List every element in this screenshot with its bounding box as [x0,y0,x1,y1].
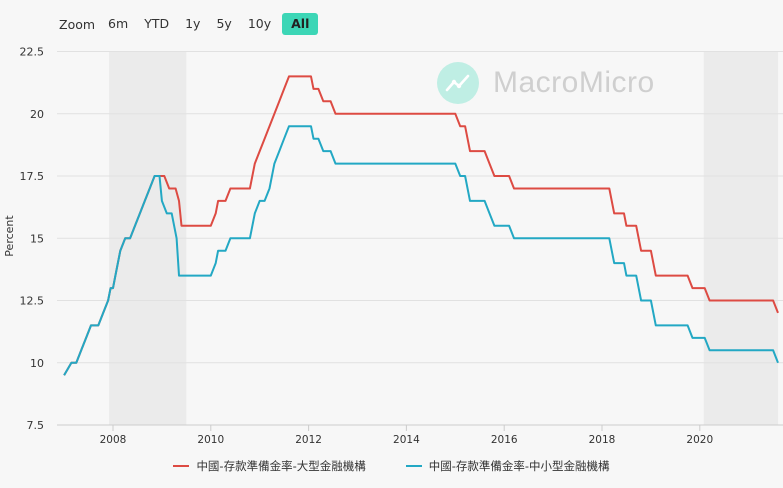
x-tick-label: 2008 [100,434,127,446]
legend-swatch-small-banks [405,465,422,467]
y-tick-label: 15 [30,232,44,245]
legend: 中國-存款準備金率-大型金融機構 中國-存款準備金率-中小型金融機構 [0,458,783,474]
y-tick-label: 20 [30,108,44,121]
zoom-6m-button[interactable]: 6m [108,16,129,31]
y-tick-label: 17.5 [20,170,45,183]
x-tick-label: 2014 [393,434,420,446]
y-tick-label: 12.5 [20,295,45,308]
x-tick-label: 2018 [589,434,616,446]
legend-item-small-banks[interactable]: 中國-存款準備金率-中小型金融機構 [405,458,610,474]
zoom-ytd-button[interactable]: YTD [144,16,170,31]
trend-chart-icon [437,62,479,104]
y-axis-ticks: 7.5 10 12.5 15 17.5 20 22.5 [20,46,45,433]
zoom-1y-button[interactable]: 1y [185,16,201,31]
y-tick-label: 22.5 [20,46,45,59]
legend-label-small-banks: 中國-存款準備金率-中小型金融機構 [428,459,610,473]
x-tick-label: 2010 [197,434,224,446]
series-line-small-banks[interactable] [63,125,779,376]
y-tick-label: 7.5 [27,419,45,432]
x-tick-label: 2020 [686,434,713,446]
x-tick-label: 2012 [295,434,322,446]
watermark-text: MacroMicro [493,66,655,99]
y-axis-label: Percent [3,215,16,257]
legend-swatch-large-banks [173,465,190,467]
y-tick-label: 10 [30,357,44,370]
x-tick-label: 2016 [491,434,518,446]
series-lines [63,75,779,376]
zoom-label: Zoom [59,16,96,32]
zoom-10y-button[interactable]: 10y [247,16,272,31]
zoom-all-button[interactable]: All [282,13,319,35]
x-axis-ticks: 2008 2010 2012 2014 2016 2018 2020 [100,425,713,446]
legend-item-large-banks[interactable]: 中國-存款準備金率-大型金融機構 [173,458,366,474]
zoom-toolbar: Zoom 6m YTD 1y 5y 10y All [0,12,324,36]
legend-label-large-banks: 中國-存款準備金率-大型金融機構 [196,459,366,473]
grid-lines [57,51,783,426]
watermark: MacroMicro [437,62,655,104]
zoom-5y-button[interactable]: 5y [216,16,232,31]
